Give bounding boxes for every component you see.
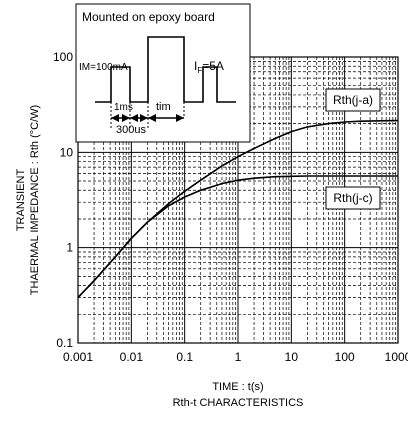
chart-title: Rth-t CHARACTERISTICS <box>173 397 304 409</box>
inset-pulse-diagram: Mounted on epoxy board IM=100mA IF=5A 1m… <box>75 3 251 143</box>
inset-tim-label: tim <box>156 101 171 113</box>
inset-300us-label: 300us <box>116 124 146 136</box>
inset-box <box>75 3 251 143</box>
x-tick-label: 10 <box>285 350 299 364</box>
inset-pulse-waveform <box>95 36 236 103</box>
inset-1ms-label: 1ms <box>114 102 133 113</box>
inset-arrowheads-tim <box>148 114 184 122</box>
y-tick-label: 10 <box>60 145 74 159</box>
y-tick-label: 0.1 <box>56 336 73 350</box>
x-axis-label: TIME : t(s) <box>212 381 263 393</box>
y-axis-label-line2: THAERMAL IMPEDANCE : Rth (°C/W) <box>29 105 41 295</box>
series-line-rth-j-c <box>77 175 398 299</box>
series-layer: Rth(j-a) Rth(j-c) <box>77 88 399 299</box>
inset-arrowheads-1ms <box>111 114 148 122</box>
series-label-box-rth-j-c <box>325 186 381 210</box>
x-tick-label: 1 <box>235 350 242 364</box>
y-tick-label: 100 <box>53 50 73 64</box>
inset-if-label: IF=5A <box>194 59 224 75</box>
inset-im-label: IM=100mA <box>79 62 128 73</box>
series-label-rth-j-a: Rth(j-a) <box>333 93 373 107</box>
x-tick-label: 0.1 <box>176 350 193 364</box>
x-tick-label: 0.001 <box>63 350 93 364</box>
series-label-rth-j-c: Rth(j-c) <box>333 191 372 205</box>
x-tick-label: 0.01 <box>120 350 144 364</box>
x-tick-label: 100 <box>335 350 355 364</box>
inset-title: Mounted on epoxy board <box>82 10 215 24</box>
y-tick-label: 1 <box>66 241 73 255</box>
y-axis-label-line1: TRANSIENT <box>15 169 27 232</box>
series-label-box-rth-j-a <box>325 88 381 112</box>
